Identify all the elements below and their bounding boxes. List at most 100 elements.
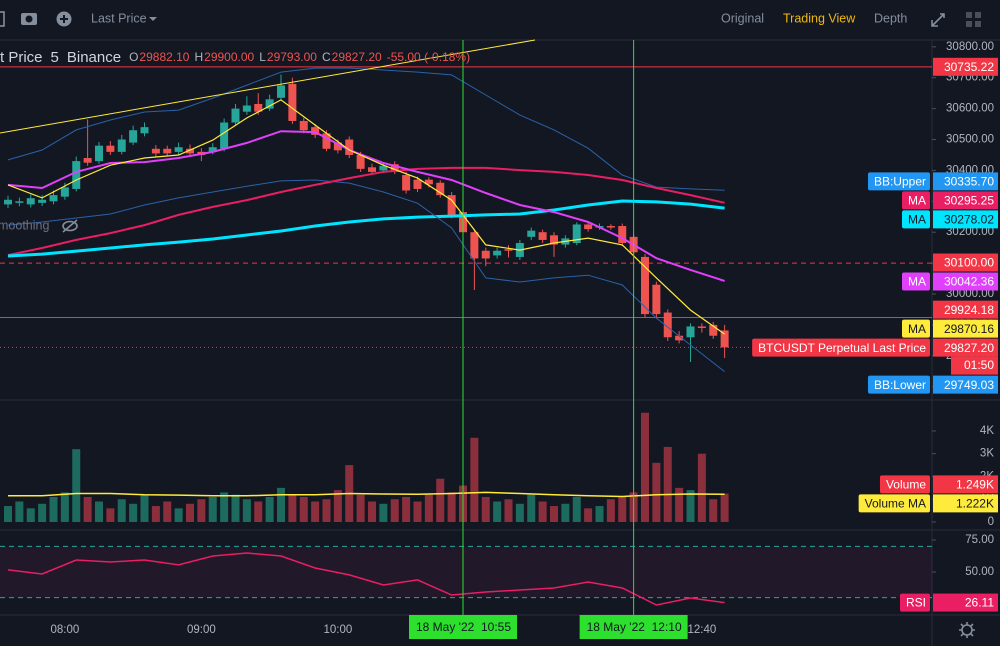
candle-body <box>652 284 661 315</box>
candle-body <box>413 179 422 189</box>
axis-label-value: 29870.16 <box>944 322 994 336</box>
axis-label-value: 30335.70 <box>944 175 994 189</box>
axis-label-name: MA <box>908 194 926 208</box>
volume-bar <box>368 501 376 522</box>
view-tab[interactable]: Original <box>721 11 764 25</box>
candle-body <box>242 105 251 112</box>
volume-bar <box>220 492 229 522</box>
candle-body <box>322 133 331 149</box>
indicator-note: moothing <box>0 218 49 232</box>
view-tab[interactable]: Trading View <box>783 11 856 25</box>
volume-bar <box>652 462 661 522</box>
camera-icon[interactable] <box>21 13 37 25</box>
axis-label-name: MA <box>908 213 926 227</box>
axis-label-bg <box>933 475 998 494</box>
volume-bar <box>231 494 240 522</box>
view-tab[interactable]: Depth <box>874 11 907 25</box>
candle-body <box>709 324 718 336</box>
axis-label-name-bg <box>902 319 930 338</box>
volume-bar <box>402 496 411 522</box>
legend-text: t Price <box>0 49 43 66</box>
volume-bar <box>322 499 331 522</box>
volume-bar <box>413 501 422 522</box>
volume-bar <box>242 499 251 522</box>
axis-label-value: 30295.25 <box>944 194 994 208</box>
axis-label-value: 30735.22 <box>944 60 994 74</box>
candle-body <box>311 127 320 135</box>
x-tick-label: 10:00 <box>323 624 352 636</box>
volume-bar <box>515 503 524 522</box>
candle-body <box>402 175 411 191</box>
volume-bar <box>436 478 445 522</box>
axis-label-bg <box>933 319 998 338</box>
volume-bar <box>447 492 456 522</box>
candle-body <box>663 312 672 338</box>
candle-body <box>390 164 399 172</box>
axis-label-name-bg <box>902 191 930 210</box>
candle-body <box>606 226 615 228</box>
dropdown-caret[interactable] <box>149 17 157 21</box>
volume-bar <box>95 501 103 522</box>
volume-bar <box>675 487 684 522</box>
axis-label-bg <box>933 375 998 394</box>
volume-bar <box>208 496 217 522</box>
hidden-icon[interactable] <box>62 219 78 233</box>
volume-bar <box>60 492 69 522</box>
volume-bar <box>49 496 58 522</box>
volume-bar <box>197 499 206 522</box>
plot <box>0 40 932 615</box>
volume-bar <box>595 506 604 522</box>
trend-line-drawing[interactable] <box>0 39 536 134</box>
toolbar: Last Price Original Trading View Depth <box>0 11 981 27</box>
axis-label-name-bg <box>879 475 930 494</box>
volume-bar <box>163 501 172 522</box>
legend-text: -55.00 (-0.18%) <box>387 50 470 64</box>
candle-body <box>572 224 581 244</box>
volume-bar <box>697 453 706 522</box>
legend-text: 5 <box>51 49 59 66</box>
volume-bar <box>470 437 479 522</box>
volume-bar <box>356 494 365 522</box>
volume-bar <box>493 501 502 522</box>
axis-label-name-bg <box>867 375 930 394</box>
volume-bar <box>333 490 342 522</box>
axis-label-bg <box>933 57 998 76</box>
candle-body <box>504 249 513 251</box>
volume-bar <box>277 487 285 522</box>
candle-body <box>265 99 274 109</box>
axis-label-bg <box>933 210 998 229</box>
volume-bar <box>117 499 126 522</box>
expand-icon[interactable] <box>931 13 945 27</box>
y-tick-label: 30500.00 <box>946 134 994 146</box>
panel-icon[interactable] <box>0 11 5 27</box>
candle-body <box>686 326 695 338</box>
candle-body <box>140 127 149 134</box>
axis-label-bg <box>933 300 998 319</box>
axis-label-value: 29827.20 <box>944 341 994 355</box>
candle-body <box>72 161 81 189</box>
candle-body <box>618 226 627 244</box>
volume-bar <box>481 496 490 522</box>
axis-label-name: BB:Lower <box>874 378 926 392</box>
candle-body <box>379 165 388 171</box>
x-tick-label: 12:40 <box>687 624 716 636</box>
volume-bar <box>186 503 194 522</box>
add-icon[interactable] <box>56 11 72 27</box>
rsi-band <box>0 546 932 598</box>
axis-label-name-bg <box>902 272 930 291</box>
candle-body <box>299 120 308 131</box>
settings-icon[interactable] <box>959 622 975 638</box>
x-tick-label: 09:00 <box>187 624 216 636</box>
axis-label-bg <box>933 191 998 210</box>
axis-label-name-bg <box>902 210 930 229</box>
price-source[interactable]: Last Price <box>91 11 147 25</box>
layout-icon[interactable] <box>966 12 981 27</box>
axis-label-name-bg <box>867 172 930 191</box>
volume-bar <box>572 496 581 522</box>
volume-bar <box>663 446 672 522</box>
candle-body <box>641 256 649 315</box>
axis-label-value: 1.249K <box>956 478 994 492</box>
volume-bar <box>288 494 297 522</box>
candle-body <box>163 148 172 154</box>
volume-bar <box>527 494 536 522</box>
